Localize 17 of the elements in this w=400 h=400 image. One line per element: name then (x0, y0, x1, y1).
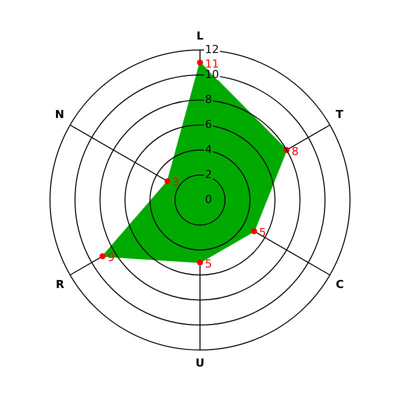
spoke-label: N (54, 108, 64, 121)
data-label: 5 (259, 226, 266, 240)
spoke-label: L (196, 29, 204, 42)
spoke-label: R (56, 278, 65, 291)
data-label: 11 (205, 57, 219, 70)
y-tick-label: 12 (205, 42, 219, 56)
data-label: 8 (292, 144, 299, 158)
y-tick-label: 6 (205, 118, 212, 131)
spoke-label: T (336, 108, 344, 121)
y-tick-label: 2 (205, 168, 212, 181)
y-tick-label: 0 (205, 192, 212, 206)
data-label: 3 (172, 176, 180, 190)
spoke-label: C (336, 278, 344, 291)
spoke-label: U (196, 356, 204, 370)
y-tick-label: 4 (205, 142, 212, 156)
data-label: 5 (205, 257, 212, 270)
y-tick-label: 8 (205, 92, 212, 106)
